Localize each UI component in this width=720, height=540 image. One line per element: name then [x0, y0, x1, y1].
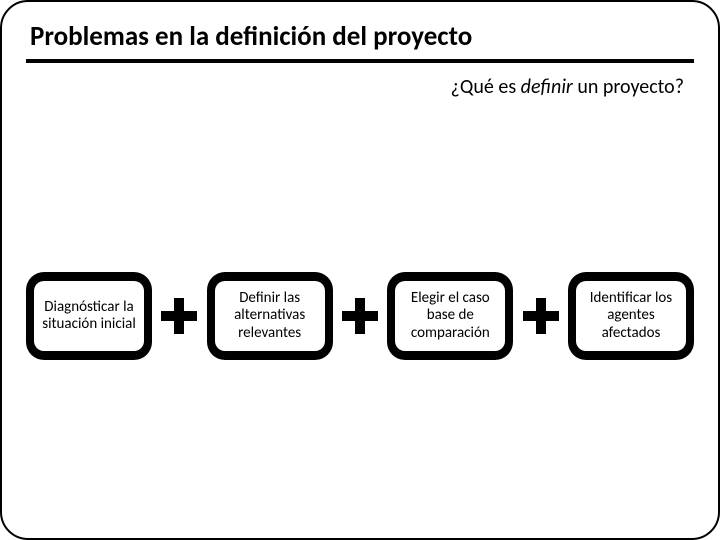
- plus-icon: [520, 295, 562, 337]
- slide-title: Problemas en la definición del proyecto: [26, 20, 694, 63]
- step-2: Definir las alternativas relevantes: [207, 272, 333, 360]
- step-2-label: Definir las alternativas relevantes: [215, 281, 325, 351]
- step-4: Identificar los agentes afectados: [568, 272, 694, 360]
- plus-icon: [158, 295, 200, 337]
- step-4-label: Identificar los agentes afectados: [576, 281, 686, 351]
- slide-frame: Problemas en la definición del proyecto …: [0, 0, 720, 540]
- subtitle-suffix: un proyecto?: [573, 75, 684, 99]
- slide-subtitle: ¿Qué es definir un proyecto?: [26, 75, 694, 99]
- process-flow: Diagnósticar la situación inicial Defini…: [26, 272, 694, 360]
- step-3: Elegir el caso base de comparación: [387, 272, 513, 360]
- subtitle-italic: definir: [521, 75, 573, 99]
- subtitle-prefix: ¿Qué es: [451, 75, 521, 99]
- step-1: Diagnósticar la situación inicial: [26, 272, 152, 360]
- plus-icon: [339, 295, 381, 337]
- step-1-label: Diagnósticar la situación inicial: [34, 281, 144, 351]
- step-3-label: Elegir el caso base de comparación: [395, 281, 505, 351]
